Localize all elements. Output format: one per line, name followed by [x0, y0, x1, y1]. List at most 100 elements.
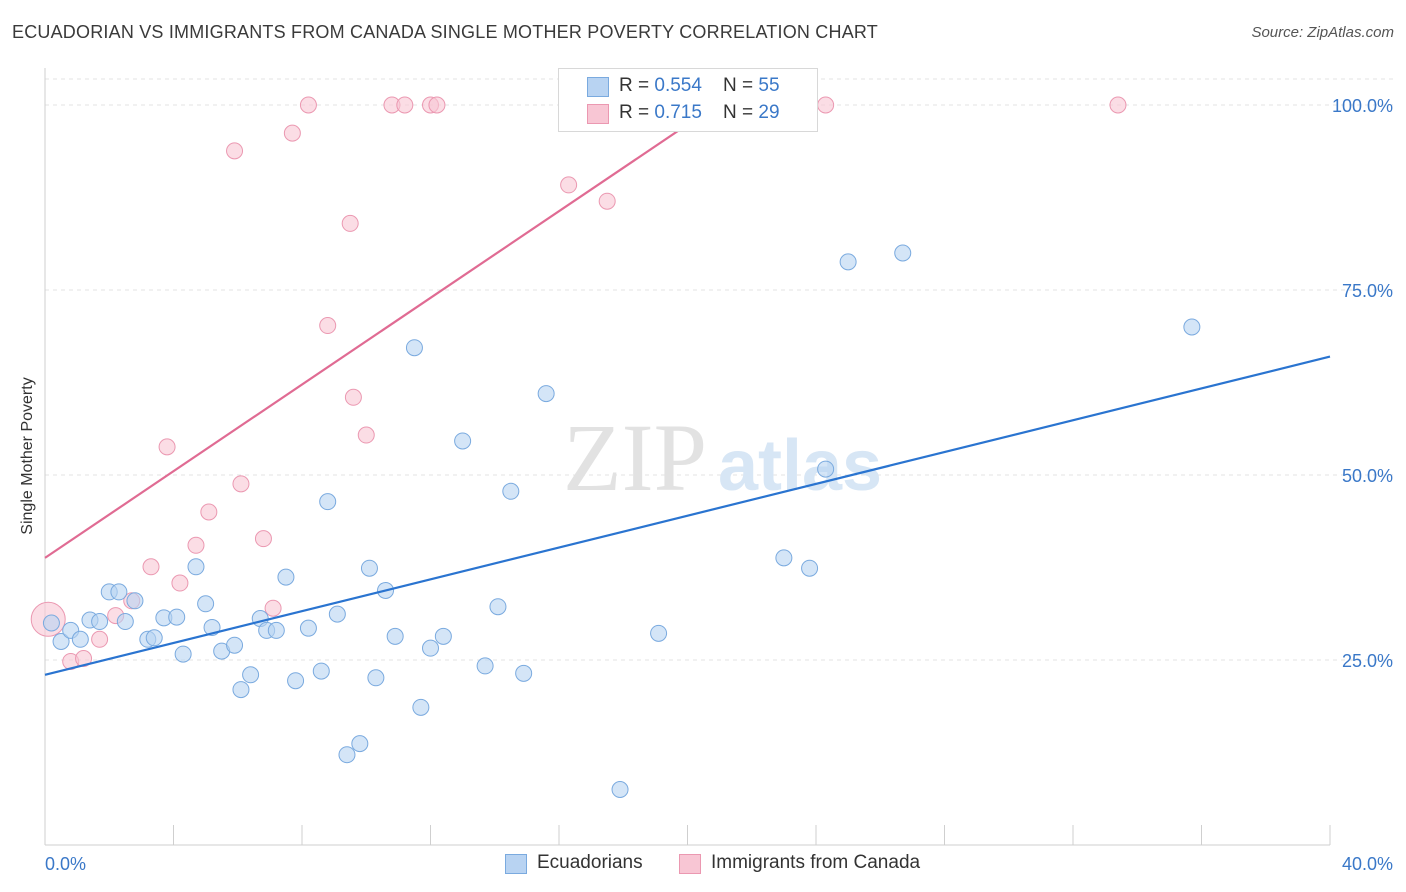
- ecuadorians-point: [434, 627, 452, 645]
- ecuadorians-point: [476, 657, 494, 675]
- ecuadorians-point: [267, 621, 285, 639]
- legend-n-label: N =: [723, 102, 759, 123]
- ecuadorians-point: [91, 613, 109, 631]
- ecuadorians-point: [412, 698, 430, 716]
- immigrants-point: [357, 426, 375, 444]
- watermark-zip: ZIP: [563, 404, 707, 511]
- immigrants-point: [817, 96, 835, 114]
- watermark-atlas: atlas: [718, 426, 882, 506]
- ecuadorians-point: [328, 605, 346, 623]
- ecuadorians-point: [650, 624, 668, 642]
- ecuadorians-point: [386, 627, 404, 645]
- axes: [44, 68, 1331, 846]
- gridlines: [45, 78, 1395, 661]
- ecuadorians-point: [242, 666, 260, 684]
- ecuadorians-point: [515, 664, 533, 682]
- ecuadorians-trendline: [44, 355, 1331, 676]
- legend-n-label: N =: [723, 75, 759, 96]
- legend-label: Immigrants from Canada: [711, 852, 921, 873]
- ecuadorians-point: [145, 629, 163, 647]
- immigrants-point: [560, 176, 578, 194]
- x-tick-label: 40.0%: [1342, 854, 1393, 874]
- ecuadorians-point: [226, 636, 244, 654]
- ecuadorians-point: [168, 608, 186, 626]
- ecuadorians-point: [817, 460, 835, 478]
- ecuadorians-point: [116, 613, 134, 631]
- legend-swatch-blue: [587, 77, 609, 97]
- immigrants-point: [91, 630, 109, 648]
- ecuadorians-point: [839, 253, 857, 271]
- immigrants-point: [142, 558, 160, 576]
- legend-swatch-pink: [587, 104, 609, 124]
- immigrants-point: [299, 96, 317, 114]
- immigrants-point: [396, 96, 414, 114]
- immigrants-point: [187, 536, 205, 554]
- ecuadorians-point: [174, 645, 192, 663]
- ecuadorians-point: [338, 746, 356, 764]
- x-tick-label: 0.0%: [45, 854, 86, 874]
- y-tick-label: 100.0%: [1332, 96, 1393, 116]
- ecuadorians-point: [319, 493, 337, 511]
- legend-label: Ecuadorians: [537, 852, 643, 873]
- ecuadorians-point: [110, 583, 128, 601]
- ecuadorians-point: [502, 482, 520, 500]
- ecuadorians-point: [232, 681, 250, 699]
- immigrants-point: [226, 142, 244, 160]
- ecuadorians-point: [52, 633, 70, 650]
- source-label: Source: ZipAtlas.com: [1251, 24, 1394, 41]
- legend-r-label: R =: [619, 102, 655, 123]
- ecuadorians-point: [287, 672, 305, 690]
- legend-r-value: 0.554: [654, 75, 702, 96]
- immigrants-point: [171, 574, 189, 592]
- tick-labels: 25.0% 50.0% 75.0% 100.0% 0.0% 40.0%: [45, 96, 1393, 874]
- ecuadorians-point: [351, 735, 369, 753]
- ecuadorians-point: [801, 559, 819, 577]
- legend-r-label: R =: [619, 75, 655, 96]
- y-axis-label: Single Mother Poverty: [19, 377, 36, 535]
- watermark: ZIP atlas: [563, 404, 882, 511]
- immigrants-from-canada-points: [30, 96, 1127, 670]
- ecuadorians-point: [775, 549, 793, 567]
- ecuadorians-point: [537, 385, 555, 403]
- ecuadorians-point: [1183, 318, 1201, 336]
- legend-swatch-blue: [505, 854, 527, 874]
- ecuadorians-point: [422, 639, 439, 657]
- ecuadorians-point: [187, 558, 205, 576]
- immigrants-point: [344, 388, 362, 406]
- immigrants-point: [200, 503, 218, 521]
- immigrants-point: [341, 214, 359, 232]
- ecuadorians-point: [277, 568, 295, 586]
- immigrants-point: [232, 475, 250, 493]
- ecuadorians-point: [197, 595, 215, 613]
- legend-swatch-pink: [679, 854, 701, 874]
- immigrants-point: [264, 599, 282, 617]
- y-tick-label: 50.0%: [1342, 466, 1393, 486]
- ecuadorians-point: [894, 244, 912, 262]
- immigrants-point: [1109, 96, 1127, 114]
- ecuadorians-point: [312, 662, 330, 680]
- immigrants-point: [319, 317, 337, 335]
- immigrants-trendline: [44, 104, 718, 559]
- y-tick-label: 25.0%: [1342, 651, 1393, 671]
- correlation-legend: R = 0.554 N = 55 R = 0.715 N = 29: [558, 68, 818, 132]
- ecuadorians-point: [360, 559, 378, 577]
- y-tick-label: 75.0%: [1342, 281, 1393, 301]
- ecuadorians-points: [42, 244, 1201, 798]
- ecuadorians-point: [405, 339, 423, 357]
- ecuadorians-point: [489, 598, 507, 616]
- immigrants-point: [598, 192, 616, 210]
- ecuadorians-point: [71, 630, 89, 648]
- legend-r-value: 0.715: [654, 102, 702, 123]
- immigrants-point: [75, 650, 93, 668]
- immigrants-point: [428, 96, 446, 114]
- ecuadorians-point: [454, 432, 472, 450]
- ecuadorians-point: [611, 781, 629, 798]
- ecuadorians-point: [126, 592, 144, 610]
- immigrants-point: [158, 438, 176, 456]
- immigrants-point: [254, 530, 272, 548]
- ecuadorians-point: [299, 619, 317, 637]
- immigrants-point: [283, 124, 301, 142]
- ecuadorians-point: [367, 669, 385, 687]
- legend-n-value: 29: [758, 102, 780, 123]
